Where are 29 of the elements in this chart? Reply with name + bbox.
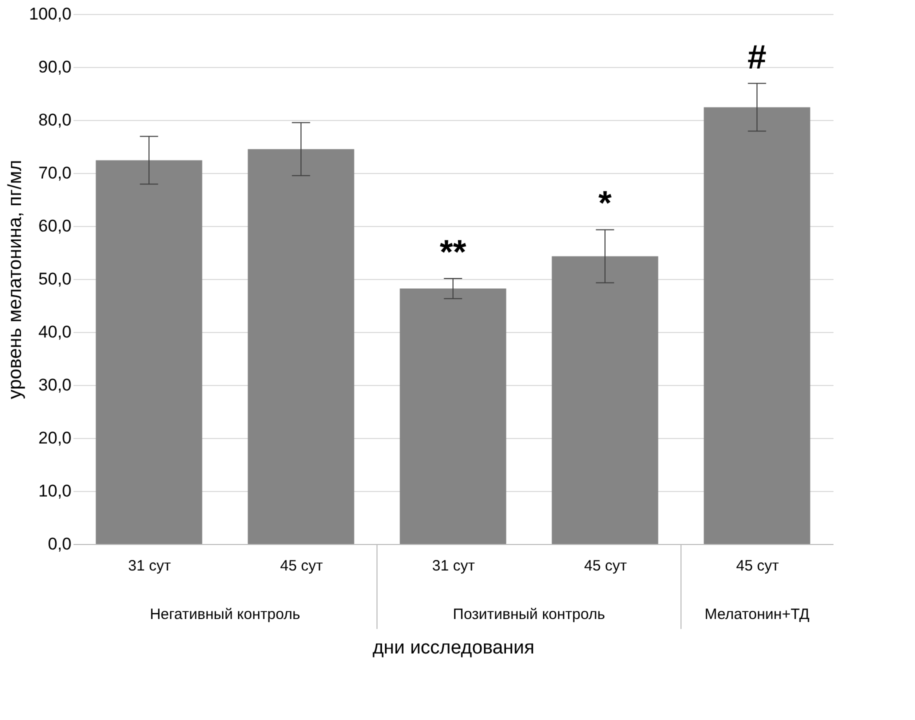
y-tick-label: 30,0	[38, 376, 72, 394]
bar	[400, 288, 506, 544]
y-tick-label: 90,0	[38, 58, 72, 76]
bar	[552, 256, 658, 544]
y-tick-label: 20,0	[38, 428, 72, 448]
y-axis-title: уровень мелатонина, пг/мл	[4, 160, 26, 400]
text: Позитивный контроль	[452, 606, 606, 623]
y-tick-label: 40,0	[38, 322, 72, 342]
data-label: **	[440, 233, 467, 272]
bar	[96, 160, 202, 544]
x-tick-label: 31 сут	[432, 558, 475, 574]
y-tick-label: 80,0	[38, 110, 72, 130]
x-tick-label: 31 сут	[128, 558, 171, 574]
text: Негативный контроль	[150, 606, 300, 623]
y-tick-label: 0,0	[48, 534, 72, 554]
y-tick-label: 60,0	[38, 216, 72, 236]
data-label: #	[748, 38, 767, 76]
text: Мелатонин+ТД	[704, 606, 810, 623]
bar	[248, 149, 354, 544]
y-tick-label: 10,0	[38, 482, 72, 500]
x-tick-label: 45 сут	[584, 558, 627, 574]
y-tick-label: 50,0	[38, 270, 72, 288]
y-tick-label: 70,0	[38, 164, 72, 182]
bar	[704, 107, 810, 544]
x-tick-label: 45 сут	[280, 558, 323, 574]
x-tick-label: 45 сут	[736, 558, 779, 574]
data-label: *	[598, 184, 612, 223]
y-tick-label: 100,0	[28, 4, 72, 24]
x-axis-title: дни исследования	[372, 638, 534, 658]
